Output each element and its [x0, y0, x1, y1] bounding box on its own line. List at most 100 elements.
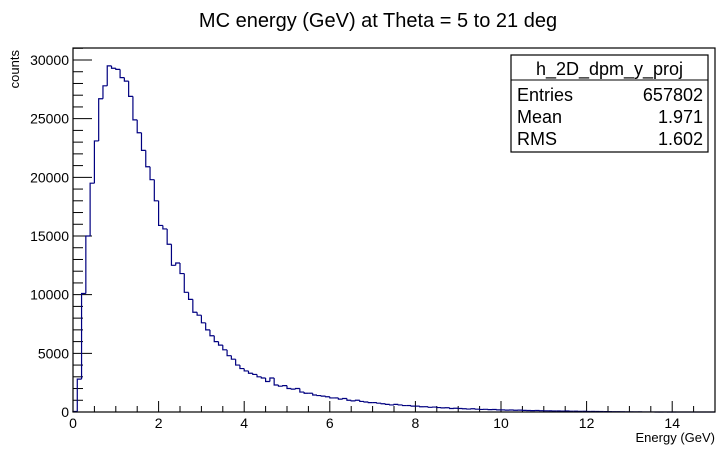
x-axis-title: Energy (GeV) — [636, 430, 715, 445]
histogram-bin — [384, 403, 390, 405]
histogram-bin — [175, 262, 180, 266]
histogram-bin — [329, 396, 335, 399]
histogram-bin — [170, 244, 176, 266]
y-tick-label: 10000 — [30, 287, 69, 303]
histogram-bin — [85, 235, 91, 294]
histogram-bin — [312, 393, 317, 396]
histogram-bin — [128, 81, 133, 97]
y-tick-label: 30000 — [30, 52, 69, 68]
histogram-bin — [252, 373, 258, 376]
histogram-bin — [277, 385, 283, 387]
y-axis-title: counts — [7, 50, 22, 89]
histogram-bin — [80, 292, 86, 380]
histogram-bin — [324, 396, 330, 398]
x-tick-label: 4 — [240, 415, 248, 431]
histogram-bin — [230, 355, 236, 360]
y-tick-label: 5000 — [38, 345, 69, 361]
histogram-bin — [401, 404, 407, 407]
histogram-bin — [179, 262, 185, 275]
stats-rms-value: 1.602 — [658, 129, 703, 149]
histogram-bin — [419, 406, 424, 408]
histogram-bin — [162, 225, 168, 230]
plot-frame — [72, 47, 716, 413]
histogram-bin — [132, 96, 138, 121]
histogram-bin — [247, 370, 253, 374]
histogram-bin — [410, 405, 416, 407]
histogram-bin — [119, 69, 125, 79]
stats-entries-label: Entries — [517, 85, 573, 105]
histogram-bin — [149, 166, 155, 181]
stats-rms-label: RMS — [517, 129, 557, 149]
histogram-bin — [153, 179, 159, 202]
x-tick-label: 6 — [326, 415, 334, 431]
tick-labels: 0 2 4 6 8 10 12 14 0 5000 10000 15000 20000 25000 3000… — [30, 52, 680, 431]
y-tick-label: 25000 — [30, 111, 69, 127]
y-tick-label: 0 — [61, 404, 69, 420]
histogram-bin — [393, 403, 399, 405]
histogram-bin — [145, 150, 151, 168]
histogram-bin — [102, 85, 108, 99]
histogram-bin — [93, 140, 99, 184]
stats-mean-label: Mean — [517, 107, 562, 127]
histogram-bin — [294, 387, 300, 390]
x-tick-label: 2 — [155, 415, 163, 431]
stats-histogram-name: h_2D_dpm_y_proj — [536, 59, 683, 80]
histogram-bin — [350, 400, 356, 402]
histogram-bin — [256, 374, 262, 378]
histogram-bin — [346, 398, 352, 401]
histogram-bin — [427, 406, 433, 408]
histogram-bin — [209, 329, 215, 337]
histogram-bin — [213, 335, 219, 343]
histogram-bin — [316, 394, 322, 397]
histogram-bin — [110, 65, 116, 69]
histogram-bin — [196, 312, 202, 316]
x-tick-label: 10 — [493, 415, 509, 431]
histogram-bin — [282, 385, 287, 387]
histogram-bin — [299, 388, 305, 393]
histogram-bin — [222, 345, 228, 351]
histogram-bin — [89, 182, 95, 236]
histogram-bin — [243, 368, 249, 372]
x-tick-label: 0 — [69, 415, 77, 431]
chart-title: MC energy (GeV) at Theta = 5 to 21 deg — [199, 10, 557, 32]
histogram-bin — [380, 403, 386, 405]
x-tick-label: 8 — [412, 415, 420, 431]
x-tick-label: 14 — [664, 415, 680, 431]
histogram-bin — [239, 365, 245, 370]
stats-mean-value: 1.971 — [658, 107, 703, 127]
stats-box-border — [510, 54, 709, 153]
histogram-series — [72, 65, 715, 413]
histogram-bin — [269, 377, 275, 382]
y-tick-label: 20000 — [30, 169, 69, 185]
histogram-bin — [359, 400, 365, 403]
histogram-bin — [337, 397, 343, 400]
histogram-bin — [235, 359, 240, 366]
histogram-bin — [389, 404, 394, 406]
histogram-bin — [286, 385, 292, 390]
histogram-bin — [265, 377, 270, 383]
histogram-bin — [136, 119, 142, 134]
histogram-bin — [106, 65, 112, 86]
histogram-bin — [354, 399, 360, 401]
histogram-bin — [123, 77, 129, 82]
x-tick-label: 12 — [579, 415, 595, 431]
histogram-bin — [449, 407, 454, 410]
histogram-bin — [397, 404, 403, 406]
histogram-bin — [200, 315, 206, 324]
histogram-bin — [260, 376, 266, 379]
histogram-bin — [363, 401, 369, 403]
histogram-bin — [273, 377, 279, 386]
histogram-bin — [192, 299, 198, 313]
histogram-bin — [76, 378, 82, 412]
histogram-bin — [187, 292, 193, 300]
histogram-bin — [158, 200, 163, 227]
histogram-bin — [342, 397, 347, 400]
histogram-bin — [140, 132, 146, 151]
histogram-bin — [98, 98, 103, 141]
histogram-bin — [183, 273, 189, 293]
histogram-bin — [115, 68, 121, 70]
histogram-bin — [376, 402, 382, 404]
histogram-bin — [367, 402, 373, 404]
stats-box: h_2D_dpm_y_proj Entries 657802 Mean 1.97… — [510, 54, 709, 153]
